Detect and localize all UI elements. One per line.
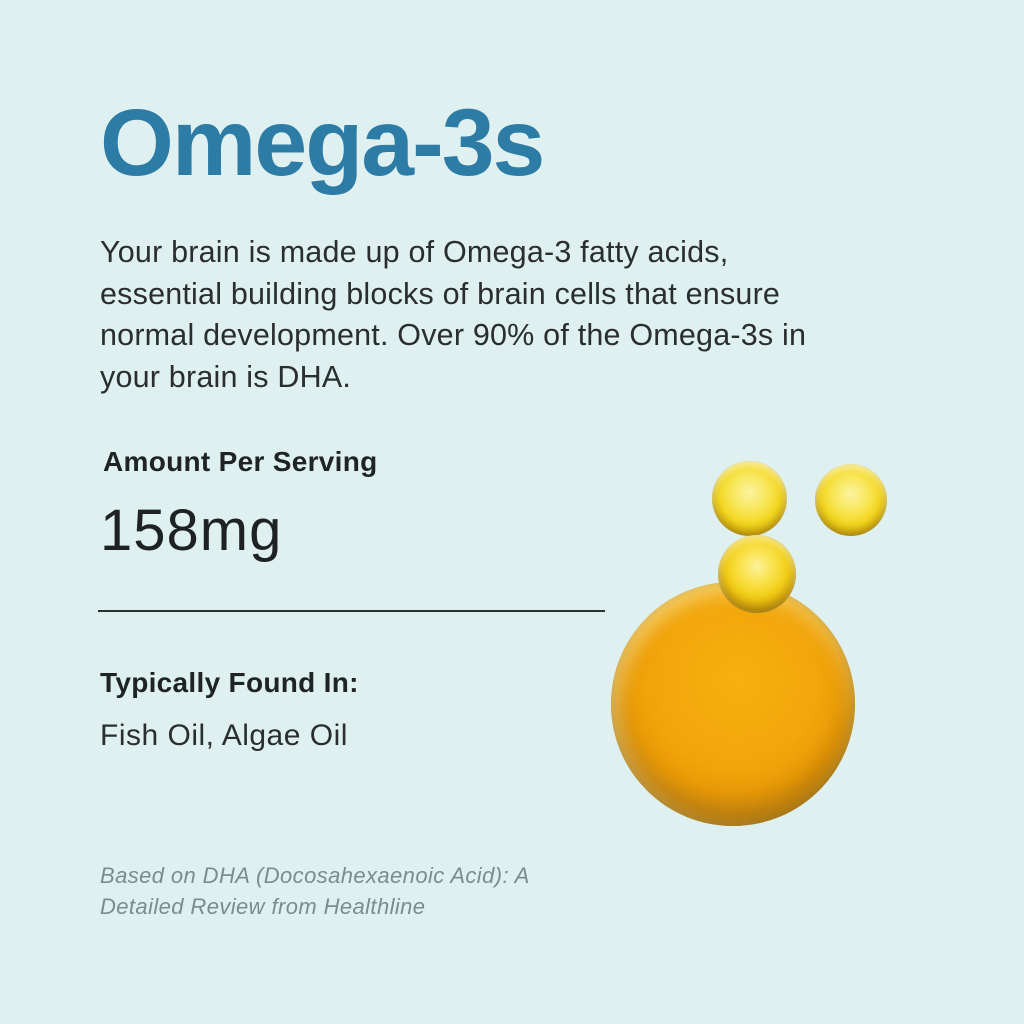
description-paragraph: Your brain is made up of Omega-3 fatty a…	[100, 232, 806, 398]
found-in-value: Fish Oil, Algae Oil	[100, 719, 348, 752]
description-line: Your brain is made up of Omega-3 fatty a…	[100, 235, 729, 269]
description-line: normal development. Over 90% of the Omeg…	[100, 318, 807, 352]
footnote-line: Detailed Review from Healthline	[100, 894, 426, 919]
oil-droplet-medium-icon	[718, 535, 796, 613]
description-line: essential building blocks of brain cells…	[100, 276, 781, 311]
serving-amount: 158mg	[100, 498, 283, 563]
footnote-line: Based on DHA (Docosahexaenoic Acid): A	[100, 863, 530, 888]
page-title: Omega-3s	[100, 90, 545, 196]
oil-droplet-small-right-icon	[815, 464, 887, 536]
divider-line	[98, 610, 605, 612]
footnote: Based on DHA (Docosahexaenoic Acid): A D…	[100, 860, 530, 922]
oil-droplet-small-left-icon	[712, 461, 787, 536]
serving-label: Amount Per Serving	[103, 446, 378, 477]
oil-droplet-large-icon	[611, 582, 855, 826]
found-in-label: Typically Found In:	[100, 667, 359, 698]
description-line: your brain is DHA.	[100, 359, 352, 394]
